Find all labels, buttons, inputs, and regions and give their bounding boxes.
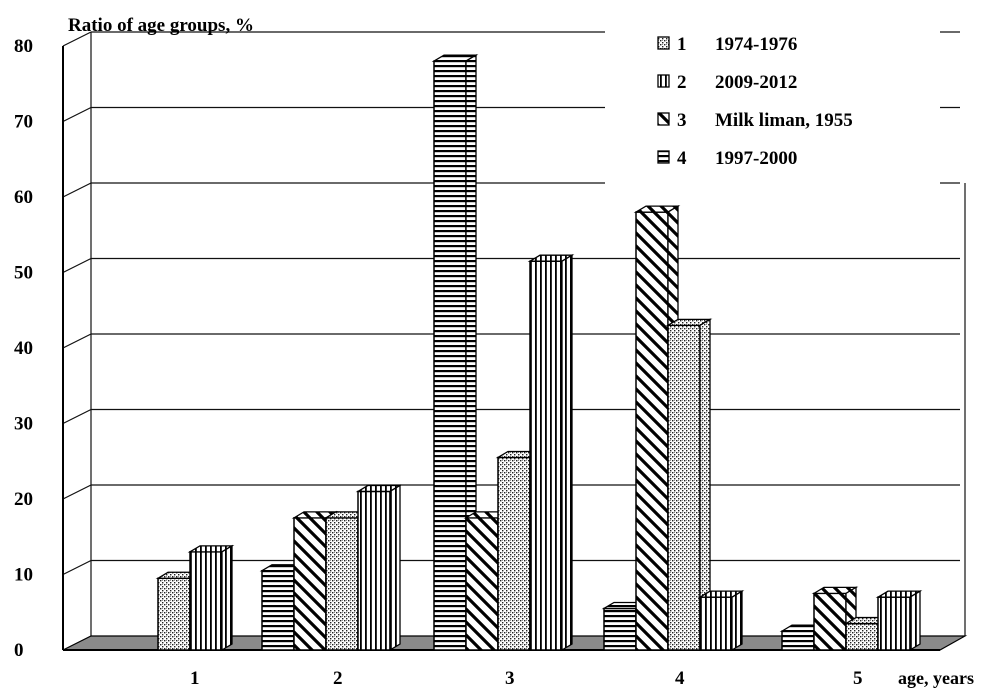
bar-front [357,490,391,651]
bar-front [157,577,191,651]
legend: 1 1974-1976 2 2009-2012 3 Milk liman, 1955 4 19… [657,34,853,169]
legend-label: Milk liman, 1955 [715,110,853,131]
bar-front [293,517,327,651]
legend-item-s2: 2 2009-2012 [657,72,797,93]
y-tick-label: 0 [14,640,24,661]
bar-side [389,484,401,652]
gridline-side [62,484,92,500]
bar-front [433,60,467,651]
gridline-side [62,182,92,198]
gridline-side [62,106,92,123]
x-tick-label: 4 [675,668,685,689]
bar-s2-cat1 [187,544,235,652]
y-tick-label: 50 [14,263,33,284]
y-tick-label: 30 [14,414,33,435]
bar-front [845,622,879,651]
legend-swatch [657,36,670,50]
bar-front [603,607,637,651]
legend-item-s3: 3 Milk liman, 1955 [657,110,853,131]
gridline-side [62,559,92,576]
bar-front [325,517,359,651]
legend-number: 4 [677,148,687,169]
legend-item-s1: 1 1974-1976 [657,34,797,55]
legend-item-s4: 4 1997-2000 [657,148,797,169]
legend-swatch [657,150,670,164]
x-tick-label: 3 [505,668,515,689]
bar-front [781,630,815,651]
bars [155,53,923,652]
x-axis-label: age, years [898,668,974,688]
bar-front [497,456,531,651]
legend-number: 1 [677,34,687,55]
x-tick-label: 5 [853,668,863,689]
bar-side [909,590,921,652]
y-tick-label: 70 [14,112,33,133]
y-tick-label: 60 [14,187,33,208]
legend-number: 3 [677,110,687,131]
bar-side [731,590,743,652]
y-tick-label: 20 [14,489,33,510]
legend-label: 2009-2012 [715,72,797,93]
y-tick-label: 80 [14,36,33,57]
legend-background [605,22,940,194]
bar-front [667,324,701,651]
bar-front [699,596,733,651]
bar-front [877,596,911,651]
bar-front [189,551,223,651]
bar-s2-cat4 [697,590,745,652]
bar-front [635,211,669,651]
gridline-side [62,31,92,47]
tick-labels: 0 10 20 30 40 50 60 70 80 1 2 3 4 5 [14,36,863,689]
gridline-side [62,257,92,274]
legend-label: 1974-1976 [715,34,797,55]
x-tick-label: 1 [190,668,200,689]
y-axis-label: Ratio of age groups, % [68,15,254,36]
legend-label: 1997-2000 [715,148,797,169]
bar-s2-cat3 [527,254,575,652]
gridline-side [62,408,92,425]
bar-side [221,544,233,652]
bar-s2-cat5 [875,590,923,652]
bar-front [465,517,499,651]
y-tick-label: 40 [14,338,33,359]
legend-number: 2 [677,72,687,93]
bar-s2-cat2 [355,484,403,652]
bar-front [529,260,563,651]
bar-front [261,569,295,651]
gridline-side [62,333,92,349]
y-tick-label: 10 [14,565,33,586]
legend-swatch [657,112,670,126]
legend-swatch [657,74,670,88]
bar-front [813,592,847,651]
x-tick-label: 2 [333,668,343,689]
bar-side [561,254,573,652]
bar-s4-cat3 [431,53,479,652]
